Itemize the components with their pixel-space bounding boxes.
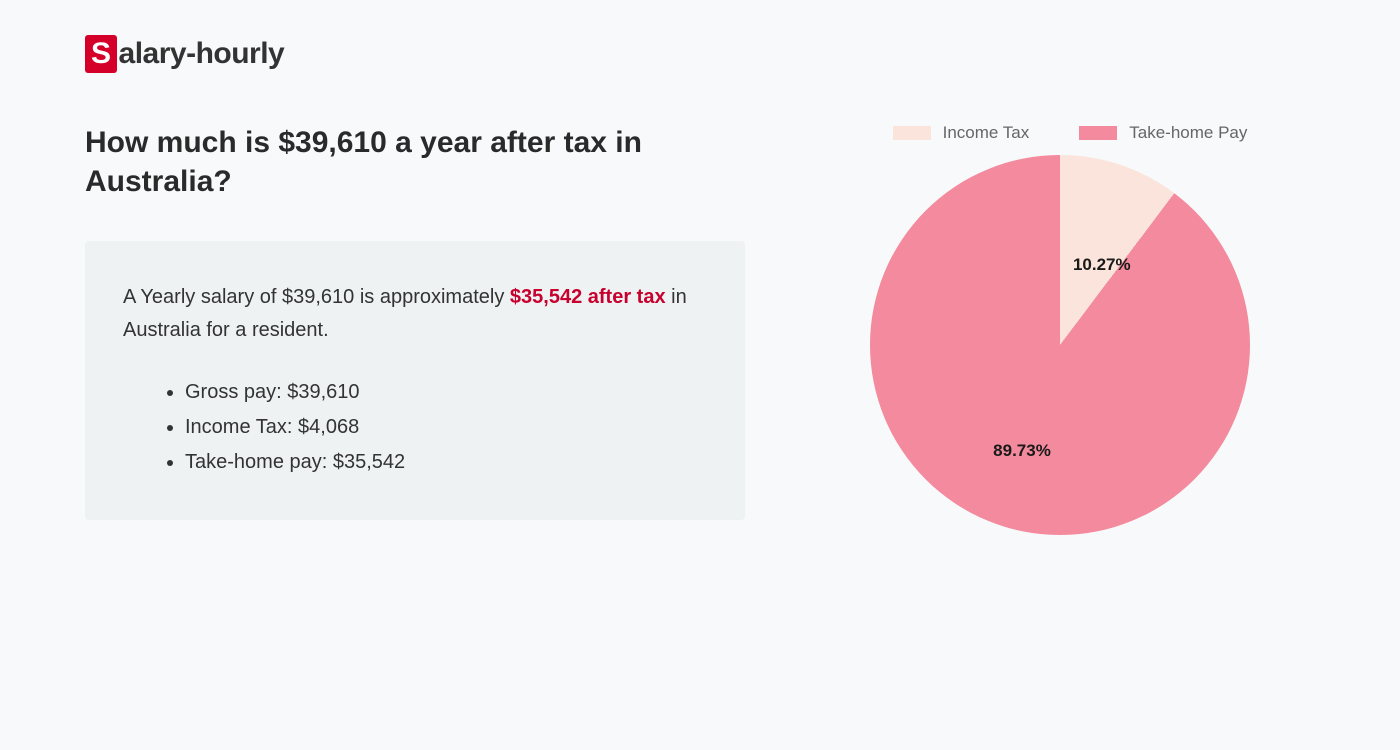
- legend-item-income-tax: Income Tax: [893, 123, 1030, 143]
- legend-item-take-home: Take-home Pay: [1079, 123, 1247, 143]
- summary-text: A Yearly salary of $39,610 is approximat…: [123, 281, 707, 347]
- legend-swatch: [893, 126, 931, 140]
- logo: Salary-hourly: [85, 35, 1315, 73]
- page-title: How much is $39,610 a year after tax in …: [85, 123, 745, 201]
- summary-box: A Yearly salary of $39,610 is approximat…: [85, 241, 745, 520]
- pie-label-take-home: 89.73%: [993, 441, 1051, 461]
- logo-badge: S: [85, 35, 117, 73]
- legend-swatch: [1079, 126, 1117, 140]
- summary-emphasis: $35,542 after tax: [510, 286, 666, 308]
- legend-label: Income Tax: [943, 123, 1030, 143]
- pie-label-income-tax: 10.27%: [1073, 255, 1131, 275]
- list-item: Take-home pay: $35,542: [185, 445, 707, 480]
- logo-text: alary-hourly: [119, 37, 285, 71]
- list-item: Gross pay: $39,610: [185, 375, 707, 410]
- pie-bg: [870, 155, 1250, 535]
- chart-legend: Income Tax Take-home Pay: [805, 123, 1315, 143]
- list-item: Income Tax: $4,068: [185, 410, 707, 445]
- pie-chart: 10.27% 89.73%: [870, 155, 1250, 535]
- legend-label: Take-home Pay: [1129, 123, 1247, 143]
- summary-prefix: A Yearly salary of $39,610 is approximat…: [123, 286, 510, 308]
- summary-list: Gross pay: $39,610 Income Tax: $4,068 Ta…: [123, 375, 707, 480]
